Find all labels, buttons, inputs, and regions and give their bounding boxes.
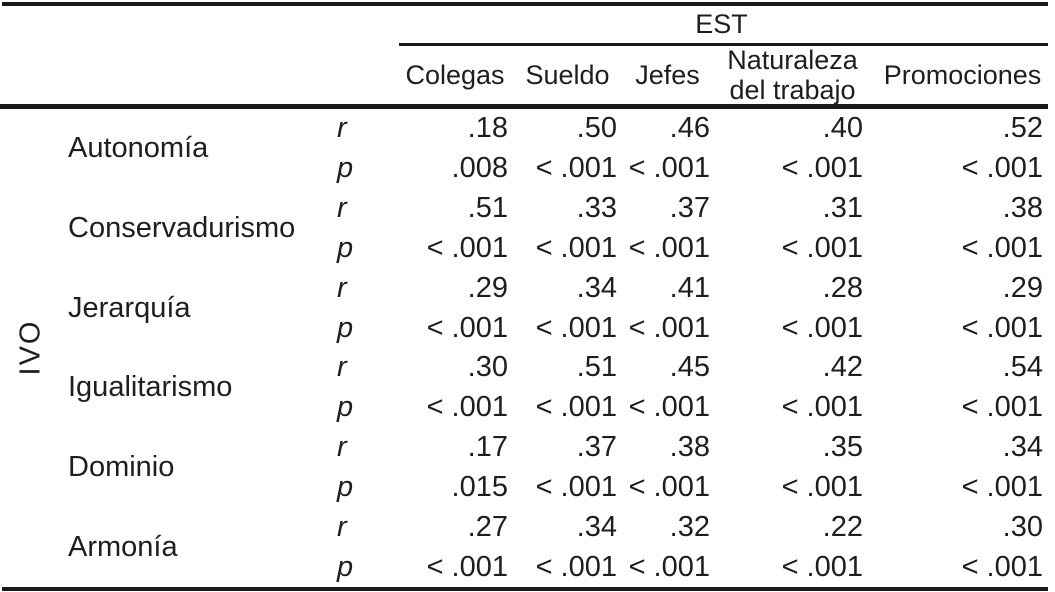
p-value-cell: < .001 (628, 470, 710, 503)
row-group-header: IVO (14, 320, 47, 376)
row-group-header-cell: IVO (0, 109, 62, 587)
p-value-cell: < .001 (426, 391, 508, 424)
column-header-naturaleza-del-trabajo: Naturaleza del trabajo (727, 45, 858, 105)
p-value-cell: < .001 (781, 231, 863, 264)
stat-label-r: r (337, 431, 347, 464)
r-value-cell: .41 (669, 271, 710, 304)
r-value-cell: .40 (822, 112, 863, 145)
p-value-cell: < .001 (628, 311, 710, 344)
header-spacer-stats (335, 46, 395, 105)
stat-label-r: r (337, 112, 347, 145)
row-label: Autonomía (68, 132, 209, 165)
r-value-cell: .32 (669, 510, 710, 543)
stat-label-p: p (337, 311, 354, 344)
p-value-cell: < .001 (535, 152, 617, 185)
stat-label-r: r (337, 192, 347, 225)
p-value-cell: < .001 (781, 391, 863, 424)
r-value-cell: .34 (1002, 431, 1043, 464)
column-group-header: EST (695, 9, 748, 39)
p-value-cell: < .001 (781, 470, 863, 503)
p-value-cell: < .001 (535, 231, 617, 264)
r-value-cell: .28 (822, 271, 863, 304)
table-top-rule (2, 2, 1048, 6)
row-label: Igualitarismo (68, 371, 233, 404)
table-body: IVO Autonomía r .18 .50 .46 .40 .52 p .008 < .001… (0, 109, 1055, 587)
r-value-cell: .50 (576, 112, 617, 145)
p-value-cell: < .001 (426, 231, 508, 264)
stat-label-r: r (337, 351, 347, 384)
r-value-cell: .52 (1002, 112, 1043, 145)
r-value-cell: .37 (669, 192, 710, 225)
r-value-cell: .51 (467, 192, 508, 225)
p-value-cell: < .001 (535, 470, 617, 503)
column-header-row: Colegas Sueldo Jefes Naturaleza del trab… (0, 45, 1055, 105)
p-value-cell: < .001 (628, 550, 710, 583)
p-value-cell: < .001 (426, 311, 508, 344)
r-value-cell: .54 (1002, 351, 1043, 384)
header-spacer-ivo (0, 46, 62, 105)
row-label: Dominio (68, 450, 175, 483)
r-value-cell: .51 (576, 351, 617, 384)
r-value-cell: .34 (576, 510, 617, 543)
p-value-cell: .008 (451, 152, 508, 185)
r-value-cell: .30 (1002, 510, 1043, 543)
p-value-cell: < .001 (535, 391, 617, 424)
r-value-cell: .42 (822, 351, 863, 384)
p-value-cell: < .001 (426, 550, 508, 583)
r-value-cell: .27 (467, 510, 508, 543)
p-value-cell: < .001 (781, 152, 863, 185)
r-value-cell: .38 (1002, 192, 1043, 225)
stat-label-r: r (337, 271, 347, 304)
r-value-cell: .33 (576, 192, 617, 225)
p-value-cell: < .001 (535, 550, 617, 583)
p-value-cell: < .001 (961, 391, 1043, 424)
r-value-cell: .18 (467, 112, 508, 145)
stat-label-p: p (337, 391, 354, 424)
p-value-cell: < .001 (961, 231, 1043, 264)
r-value-cell: .37 (576, 431, 617, 464)
column-group-spanner-rule (399, 43, 1048, 46)
r-value-cell: .31 (822, 192, 863, 225)
r-value-cell: .29 (467, 271, 508, 304)
stat-label-p: p (337, 470, 354, 503)
r-value-cell: .34 (576, 271, 617, 304)
r-value-cell: .17 (467, 431, 508, 464)
r-value-cell: .30 (467, 351, 508, 384)
p-value-cell: < .001 (781, 311, 863, 344)
r-value-cell: .29 (1002, 271, 1043, 304)
column-header-colegas: Colegas (405, 59, 505, 90)
p-value-cell: < .001 (961, 550, 1043, 583)
row-label: Armonía (68, 530, 178, 563)
header-bottom-rule (0, 104, 1048, 109)
p-value-cell: < .001 (628, 391, 710, 424)
stat-label-p: p (337, 231, 354, 264)
r-value-cell: .45 (669, 351, 710, 384)
p-value-cell: < .001 (961, 470, 1043, 503)
column-header-sueldo: Sueldo (525, 59, 610, 90)
p-value-cell: < .001 (961, 152, 1043, 185)
r-value-cell: .22 (822, 510, 863, 543)
stat-label-p: p (337, 550, 354, 583)
r-value-cell: .46 (669, 112, 710, 145)
p-value-cell: < .001 (961, 311, 1043, 344)
row-label: Jerarquía (68, 291, 191, 324)
table-bottom-rule (2, 587, 1048, 591)
header-spacer-labels (62, 46, 335, 105)
stat-label-r: r (337, 510, 347, 543)
column-header-jefes: Jefes (635, 59, 700, 90)
row-label: Conservadurismo (68, 211, 296, 244)
p-value-cell: < .001 (628, 152, 710, 185)
r-value-cell: .35 (822, 431, 863, 464)
p-value-cell: < .001 (781, 550, 863, 583)
column-header-promociones: Promociones (883, 59, 1042, 90)
p-value-cell: < .001 (535, 311, 617, 344)
r-value-cell: .38 (669, 431, 710, 464)
stat-label-p: p (337, 152, 354, 185)
p-value-cell: .015 (451, 470, 508, 503)
p-value-cell: < .001 (628, 231, 710, 264)
